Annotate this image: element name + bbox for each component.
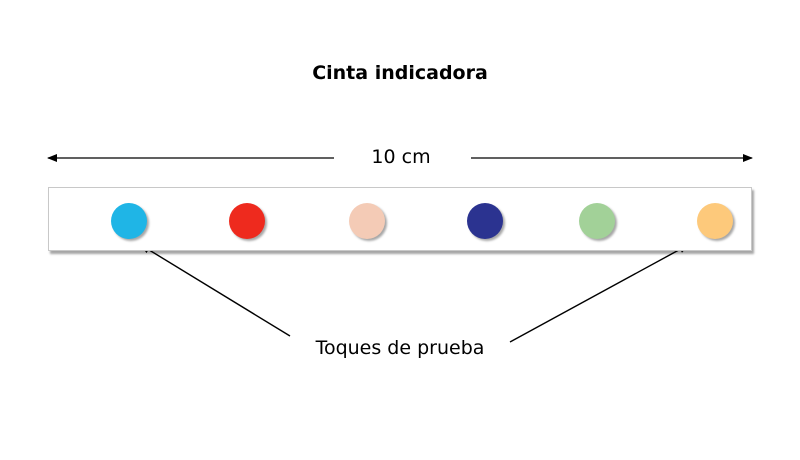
callout-label: Toques de prueba	[315, 337, 485, 359]
test-pad-2	[229, 203, 265, 239]
test-pad-3	[349, 203, 385, 239]
test-pad-5	[579, 203, 615, 239]
test-pad-6	[697, 203, 733, 239]
callout-arrow-right	[509, 244, 689, 343]
test-pad-1	[111, 203, 147, 239]
indicator-strip	[48, 187, 752, 251]
length-label: 10 cm	[371, 146, 431, 168]
test-pad-4	[467, 203, 503, 239]
callout-arrow-left	[140, 244, 291, 337]
diagram-title: Cinta indicadora	[312, 62, 488, 84]
